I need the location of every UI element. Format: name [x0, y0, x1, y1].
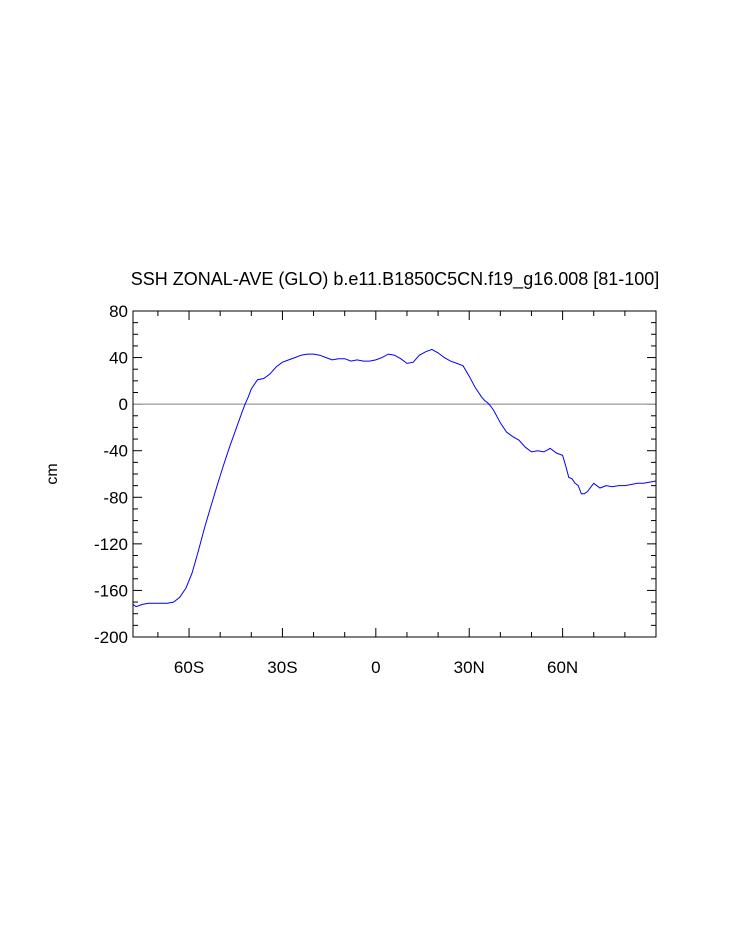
ssh-series-line: [132, 348, 657, 608]
y-tick-label: 40: [109, 349, 128, 368]
y-tick-label: -120: [94, 535, 128, 554]
x-tick-label: 60S: [174, 658, 204, 677]
y-tick-label: 0: [119, 395, 128, 414]
y-tick-label: -200: [94, 628, 128, 647]
y-axis-label: cm: [44, 463, 61, 484]
y-tick-label: 80: [109, 302, 128, 321]
chart-title: SSH ZONAL-AVE (GLO) b.e11.B1850C5CN.f19_…: [131, 269, 660, 290]
y-tick-label: -160: [94, 581, 128, 600]
axis-tick-labels: 80 40 0 -40 -80 -120 -160 -200 60S 30S 0 30N 60N: [94, 302, 578, 677]
plot-frame: [132, 310, 657, 638]
x-tick-label: 30N: [454, 658, 485, 677]
x-tick-label: 30S: [267, 658, 297, 677]
x-tick-label: 60N: [547, 658, 578, 677]
x-tick-label: 0: [371, 658, 380, 677]
y-tick-label: -40: [103, 442, 128, 461]
y-tick-label: -80: [103, 488, 128, 507]
axis-ticks: [133, 310, 656, 638]
